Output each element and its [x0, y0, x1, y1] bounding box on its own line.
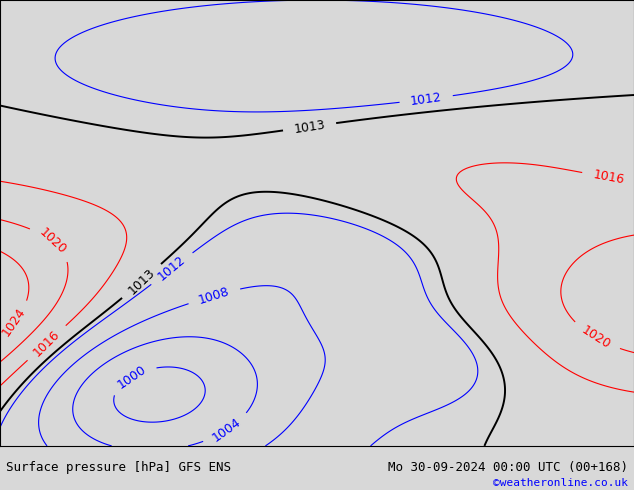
- Text: Surface pressure [hPa] GFS ENS: Surface pressure [hPa] GFS ENS: [6, 462, 231, 474]
- Text: 1013: 1013: [293, 118, 326, 136]
- Text: 1020: 1020: [37, 226, 69, 257]
- Text: ©weatheronline.co.uk: ©weatheronline.co.uk: [493, 478, 628, 488]
- Text: Mo 30-09-2024 00:00 UTC (00+168): Mo 30-09-2024 00:00 UTC (00+168): [387, 462, 628, 474]
- Text: 1016: 1016: [31, 327, 63, 359]
- Text: 1020: 1020: [579, 323, 612, 352]
- Text: 1024: 1024: [0, 306, 29, 339]
- Text: 1012: 1012: [410, 91, 443, 108]
- Text: 1012: 1012: [155, 253, 188, 284]
- Text: 1004: 1004: [210, 416, 243, 444]
- Text: 1008: 1008: [197, 285, 231, 307]
- Text: 1000: 1000: [115, 363, 148, 391]
- Text: 1016: 1016: [592, 168, 625, 187]
- Text: 1013: 1013: [126, 266, 158, 297]
